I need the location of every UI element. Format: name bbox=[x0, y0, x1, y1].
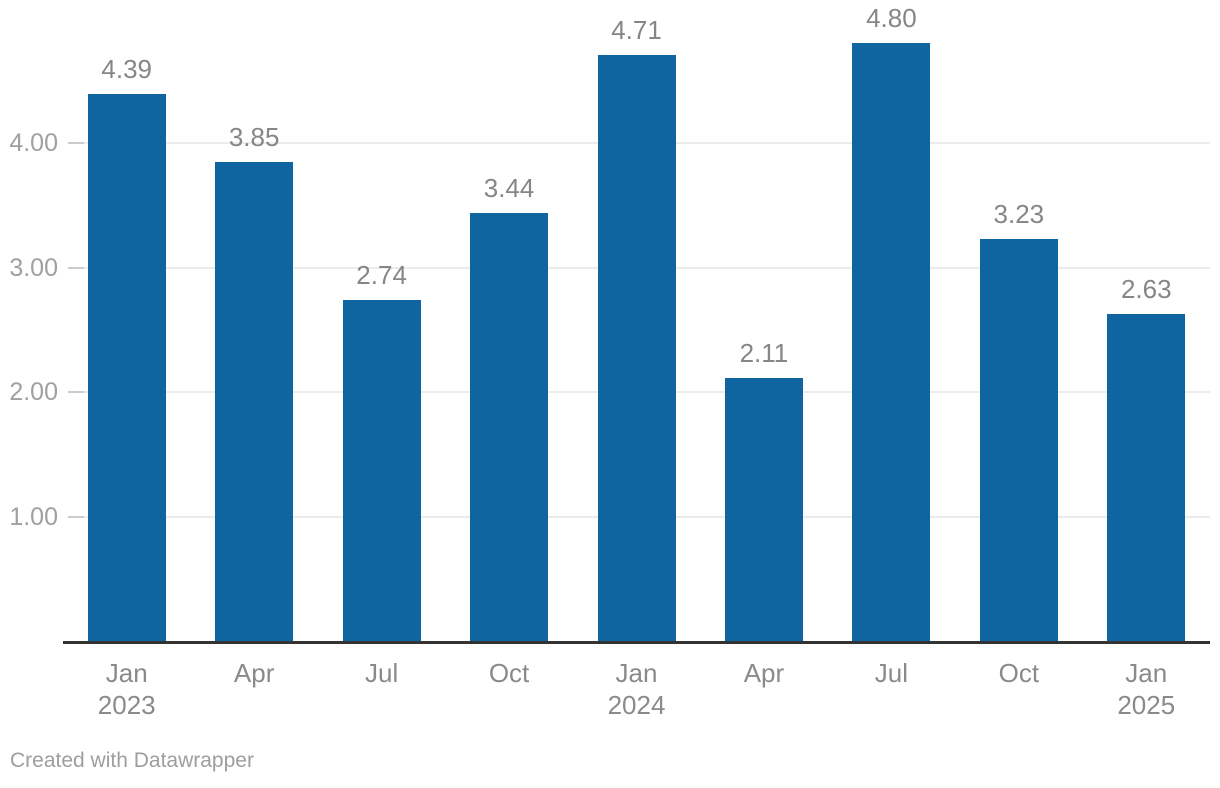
bar-value-label: 2.11 bbox=[739, 338, 789, 369]
datawrapper-attribution-link[interactable]: Created with Datawrapper bbox=[10, 749, 254, 772]
x-tick-month: Jan bbox=[1125, 658, 1168, 688]
x-tick-month: Apr bbox=[233, 658, 275, 688]
bar[interactable] bbox=[979, 238, 1058, 641]
x-tick-month: Oct bbox=[998, 658, 1040, 688]
bar-value-label: 3.85 bbox=[228, 121, 280, 152]
x-tick-label: Oct bbox=[434, 657, 584, 689]
x-tick-month: Apr bbox=[743, 658, 785, 688]
x-tick-label: Jan 2023 bbox=[52, 657, 202, 721]
bar-value-label: 4.39 bbox=[101, 54, 153, 85]
x-tick-label: Apr bbox=[179, 657, 329, 689]
bar[interactable] bbox=[852, 43, 931, 641]
x-tick-year: 2023 bbox=[97, 690, 156, 720]
x-tick-month: Jan bbox=[615, 658, 658, 688]
chart-footer: Created with Datawrapper bbox=[10, 749, 254, 773]
bar[interactable] bbox=[87, 94, 166, 641]
x-tick-month: Jan bbox=[105, 658, 148, 688]
x-tick-month: Jul bbox=[874, 658, 908, 688]
bar[interactable] bbox=[342, 299, 421, 641]
bar-value-label: 3.44 bbox=[483, 172, 535, 203]
x-axis-line bbox=[63, 641, 1210, 644]
x-tick-label: Jan 2024 bbox=[562, 657, 712, 721]
y-tick-label: 1.00 bbox=[9, 502, 58, 531]
y-tick-mark bbox=[68, 391, 84, 393]
y-tick-mark bbox=[68, 515, 84, 518]
x-tick-label: Jul bbox=[816, 657, 966, 689]
x-tick-year: 2024 bbox=[607, 690, 666, 720]
bar[interactable] bbox=[724, 378, 803, 641]
bar-value-label: 3.23 bbox=[993, 198, 1045, 229]
bar-value-label: 2.63 bbox=[1120, 273, 1172, 304]
x-tick-label: Jan 2025 bbox=[1071, 657, 1220, 721]
bar-chart-plot-area: 1.00 2.00 3.00 4.00 4.39 Jan 2023 3.85 Apr 2.74 Ju… bbox=[9, 3, 1220, 721]
x-tick-month: Jul bbox=[364, 658, 399, 688]
x-tick-label: Apr bbox=[689, 657, 839, 689]
x-tick-year: 2025 bbox=[1117, 690, 1176, 720]
y-tick-mark bbox=[68, 142, 84, 144]
bar[interactable] bbox=[215, 161, 294, 641]
bar[interactable] bbox=[597, 54, 676, 641]
y-tick-mark bbox=[68, 266, 84, 269]
y-tick-label: 3.00 bbox=[9, 253, 58, 282]
bar-value-label: 4.80 bbox=[866, 3, 917, 34]
x-tick-label: Jul bbox=[307, 657, 457, 689]
y-tick-label: 2.00 bbox=[9, 378, 58, 406]
y-tick-label: 4.00 bbox=[9, 129, 58, 157]
bar[interactable] bbox=[470, 212, 549, 641]
bar-value-label: 4.71 bbox=[611, 14, 662, 45]
x-tick-month: Oct bbox=[488, 658, 530, 688]
x-tick-label: Oct bbox=[944, 657, 1094, 689]
bar[interactable] bbox=[1107, 313, 1186, 641]
bar-value-label: 2.74 bbox=[356, 259, 407, 290]
